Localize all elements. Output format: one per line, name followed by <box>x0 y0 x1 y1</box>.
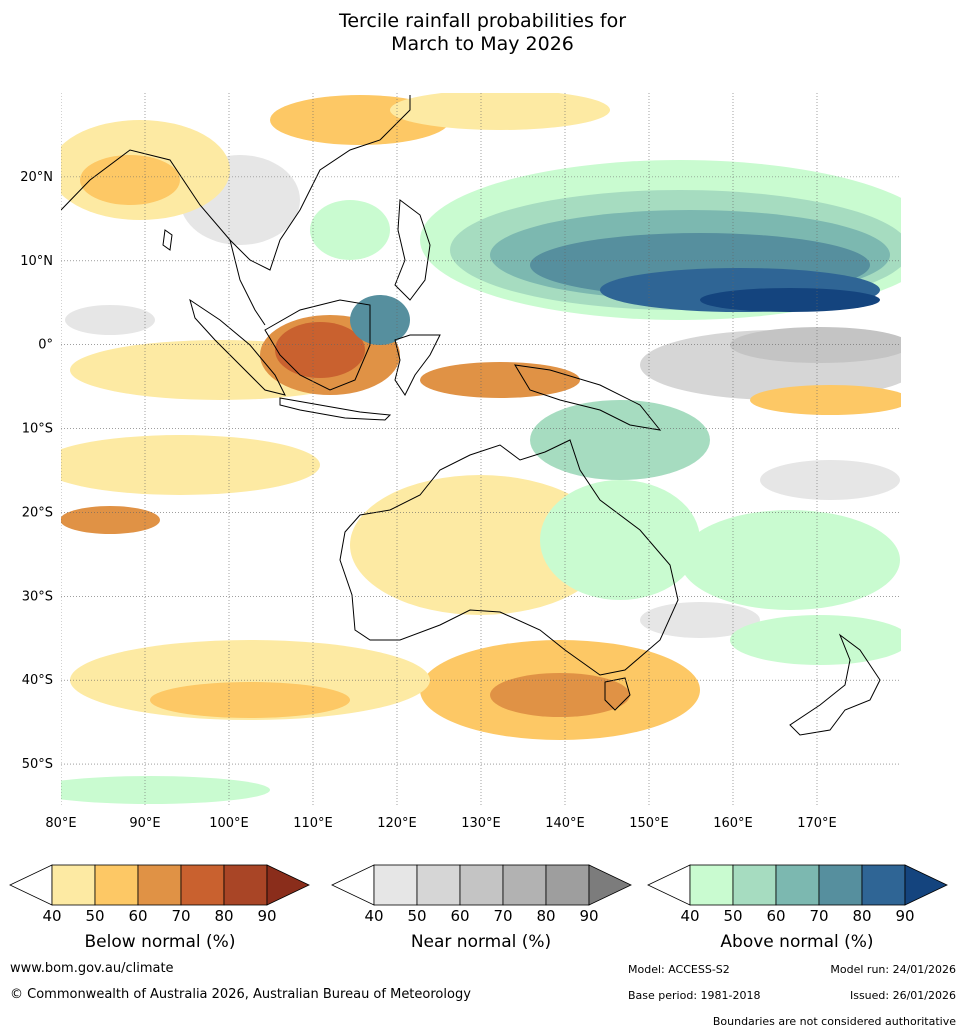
java-coastline <box>279 397 392 421</box>
lon-tick-label: 150°E <box>629 816 669 831</box>
lat-tick-label: 0° <box>38 338 53 353</box>
sri-lanka-coastline <box>162 229 173 251</box>
colorbar-tick-label: 70 <box>171 907 190 925</box>
lat-tick-label: 20°S <box>22 505 53 520</box>
lon-tick-label: 130°E <box>461 816 501 831</box>
colorbar-over-triangle <box>266 864 310 906</box>
colorbar-swatch <box>223 864 268 906</box>
footer-disclaimer: Boundaries are not considered authoritat… <box>712 1015 956 1028</box>
lat-tick-label: 10°S <box>22 422 53 437</box>
footer-model: Model: ACCESS-S2 <box>628 963 730 976</box>
malay-peninsula-coastline <box>229 239 266 326</box>
colorbar-swatch <box>373 864 418 906</box>
new-zealand-coastline <box>789 633 881 736</box>
latitude-labels: 20°N 10°N 0° 10°S 20°S 30°S 40°S 50°S <box>20 170 53 772</box>
footer-base-period: Base period: 1981-2018 <box>628 989 761 1002</box>
colorbar-tick-label: 60 <box>766 907 785 925</box>
colorbar-tick-label: 80 <box>536 907 555 925</box>
graticule <box>61 93 901 806</box>
lon-tick-label: 120°E <box>377 816 417 831</box>
colorbar-under-triangle <box>9 864 53 906</box>
colorbar-tick-label: 40 <box>680 907 699 925</box>
colorbar-under-triangle <box>331 864 375 906</box>
colorbar-tick-label: 90 <box>895 907 914 925</box>
colorbar-tick-label: 60 <box>450 907 469 925</box>
australia-coastline <box>339 439 679 676</box>
colorbar-under-triangle <box>647 864 691 906</box>
lon-tick-label: 90°E <box>129 816 160 831</box>
colorbar-over-triangle <box>904 864 948 906</box>
lat-tick-label: 40°S <box>22 673 53 688</box>
colorbar-tick-label: 70 <box>809 907 828 925</box>
colorbar-above-normal: 40 50 60 70 80 90 <box>647 864 948 925</box>
colorbar-swatch <box>545 864 590 906</box>
colorbar-over-triangle <box>588 864 632 906</box>
colorbar-tick-label: 80 <box>852 907 871 925</box>
asia-coastline <box>61 95 411 271</box>
coastlines <box>61 95 881 736</box>
colorbar-tick-label: 40 <box>364 907 383 925</box>
lat-tick-label: 10°N <box>20 254 53 269</box>
colorbar-swatch <box>459 864 504 906</box>
map-title: Tercile rainfall probabilities for March… <box>0 10 965 56</box>
colorbar-below-normal: 40 50 60 70 80 90 <box>9 864 310 925</box>
colorbar-below-label: Below normal (%) <box>84 932 236 952</box>
colorbar-swatch <box>732 864 777 906</box>
colorbar-swatch <box>416 864 461 906</box>
lon-tick-label: 80°E <box>45 816 76 831</box>
map-area <box>61 93 901 806</box>
colorbar-swatch <box>94 864 139 906</box>
footer-copyright: © Commonwealth of Australia 2026, Austra… <box>10 987 471 1002</box>
below-normal-regions <box>61 93 901 740</box>
colorbar-swatch <box>137 864 182 906</box>
longitude-labels: 80°E 90°E 100°E 110°E 120°E 130°E 140°E 150°E 16… <box>45 816 836 831</box>
lon-tick-label: 160°E <box>713 816 753 831</box>
colorbar-tick-label: 90 <box>257 907 276 925</box>
lon-tick-label: 170°E <box>797 816 837 831</box>
lat-tick-label: 30°S <box>22 589 53 604</box>
philippines-coastline <box>394 199 431 301</box>
borneo-coastline <box>264 299 371 391</box>
above-normal-regions <box>61 160 901 804</box>
footer-issued: Issued: 26/01/2026 <box>849 989 956 1002</box>
colorbar-swatch <box>180 864 225 906</box>
colorbar-tick-label: 90 <box>579 907 598 925</box>
colorbar-swatch <box>51 864 96 906</box>
lon-tick-label: 140°E <box>545 816 585 831</box>
colorbar-tick-label: 70 <box>493 907 512 925</box>
lon-tick-label: 100°E <box>209 816 249 831</box>
footer-model-run: Model run: 24/01/2026 <box>830 963 956 976</box>
colorbar-tick-label: 50 <box>407 907 426 925</box>
colorbar-above-label: Above normal (%) <box>720 932 874 952</box>
colorbar-tick-label: 50 <box>85 907 104 925</box>
title-line-1: Tercile rainfall probabilities for <box>338 10 627 32</box>
colorbar-tick-label: 80 <box>214 907 233 925</box>
tasmania-coastline <box>604 677 631 711</box>
colorbar-swatch <box>689 864 734 906</box>
sumatra-coastline <box>189 298 286 396</box>
colorbar-near-label: Near normal (%) <box>410 932 552 952</box>
lon-tick-label: 110°E <box>293 816 333 831</box>
colorbar-tick-label: 60 <box>128 907 147 925</box>
footer-website: www.bom.gov.au/climate <box>10 961 174 976</box>
new-guinea-coastline <box>514 364 662 431</box>
colorbar-tick-label: 50 <box>723 907 742 925</box>
title-line-2: March to May 2026 <box>391 33 574 55</box>
colorbar-tick-label: 40 <box>42 907 61 925</box>
colorbar-swatch <box>775 864 820 906</box>
colorbar-swatch <box>861 864 906 906</box>
sulawesi-coastline <box>394 334 441 396</box>
colorbar-swatch <box>818 864 863 906</box>
colorbar-near-normal: 40 50 60 70 80 90 <box>331 864 632 925</box>
lat-tick-label: 50°S <box>22 757 53 772</box>
colorbar-swatch <box>502 864 547 906</box>
lat-tick-label: 20°N <box>20 170 53 185</box>
